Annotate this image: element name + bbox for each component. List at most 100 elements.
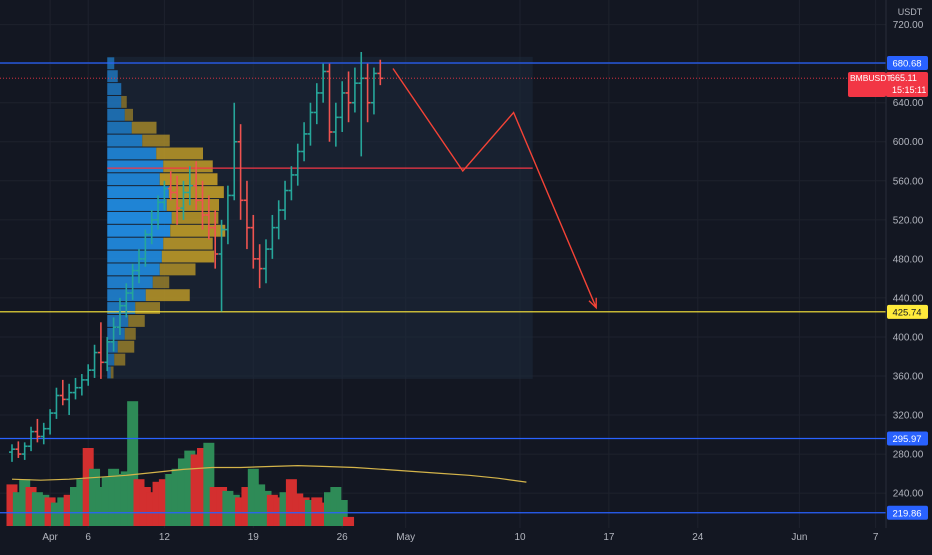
- volume-bar-up: [114, 474, 126, 526]
- time-axis[interactable]: [0, 528, 932, 550]
- volume-ma-line: [11, 464, 527, 483]
- profile-sell-bar: [124, 327, 136, 340]
- volume-bar-down: [139, 487, 151, 526]
- profile-sell-bar: [135, 302, 160, 314]
- profile-buy-bar: [107, 70, 118, 83]
- volume-bar-up: [108, 468, 120, 526]
- volume-bar-up: [89, 468, 101, 526]
- profile-sell-bar: [128, 314, 145, 327]
- price-tick-label: 400.00: [893, 332, 924, 343]
- profile-sell-bar: [166, 199, 219, 211]
- profile-sell-bar: [131, 121, 157, 134]
- bar-countdown: 15:15:11: [892, 85, 926, 95]
- profile-buy-bar: [107, 95, 122, 108]
- volume-bar-up: [12, 492, 24, 526]
- profile-buy-bar: [107, 186, 169, 199]
- price-tick-label: 720.00: [893, 20, 924, 31]
- volume-bar-down: [133, 479, 145, 526]
- profile-buy-bar: [107, 302, 136, 314]
- profile-sell-bar: [156, 147, 203, 160]
- level-tag-label: 425.74: [892, 307, 921, 318]
- currency-label: USDT: [898, 7, 923, 17]
- projection-drawing[interactable]: [392, 68, 597, 310]
- time-tick-label: 26: [337, 532, 349, 543]
- volume-bar-down: [146, 492, 158, 526]
- volume-bar-up: [70, 487, 81, 526]
- volume-bar-up: [101, 476, 113, 526]
- price-tick-label: 280.00: [893, 450, 924, 461]
- projection-path[interactable]: [392, 68, 597, 308]
- price-tick-label: 640.00: [893, 98, 924, 109]
- volume-bar-up: [260, 490, 272, 526]
- volume-bar-down: [197, 448, 208, 526]
- volume-bar-up: [127, 401, 139, 526]
- volume-bar-up: [203, 442, 215, 526]
- time-tick-label: 7: [873, 532, 879, 543]
- volume-bar-down: [292, 493, 304, 526]
- volume-bar-down: [317, 502, 329, 526]
- level-tag-bg: [887, 304, 928, 319]
- volume-bar-down: [311, 497, 323, 526]
- price-tick-label: 480.00: [893, 254, 924, 265]
- symbol-tag-bg: [848, 72, 886, 97]
- volume-bar-up: [254, 484, 266, 526]
- volume-bar-down: [216, 487, 228, 526]
- time-tick-label: May: [396, 532, 415, 543]
- profile-sell-bar: [163, 237, 213, 250]
- volume-bar-down: [82, 448, 94, 526]
- volume-bar-down: [25, 487, 37, 526]
- volume-histogram: [6, 401, 355, 526]
- level-tag-label: 219.86: [892, 508, 921, 519]
- time-tick-label: Apr: [42, 532, 58, 543]
- level-tag-label: 680.68: [892, 59, 921, 70]
- price-tick-label: 560.00: [893, 176, 924, 187]
- profile-sell-bar: [110, 366, 114, 379]
- price-tick-label: 320.00: [893, 411, 924, 422]
- profile-buy-bar: [107, 160, 164, 173]
- volume-bar-down: [190, 454, 202, 526]
- profile-sell-bar: [171, 211, 219, 224]
- price-tick-label: 520.00: [893, 215, 924, 226]
- volume-bar-up: [324, 492, 335, 526]
- volume-bar-down: [343, 516, 355, 526]
- volume-bar-up: [177, 458, 189, 526]
- volume-bar-down: [235, 497, 247, 526]
- volume-bar-up: [31, 492, 43, 526]
- profile-buy-bar: [107, 314, 129, 327]
- profile-buy-bar: [107, 147, 157, 160]
- profile-buy-bar: [107, 237, 164, 250]
- profile-sell-bar: [114, 353, 126, 366]
- volume-bar-up: [38, 494, 50, 526]
- profile-sell-bar: [142, 134, 170, 147]
- price-tick-label: 360.00: [893, 371, 924, 382]
- profile-sell-bar: [152, 276, 170, 289]
- volume-bar-up: [171, 468, 183, 526]
- volume-bar-up: [57, 497, 69, 526]
- profile-buy-bar: [107, 121, 132, 134]
- time-axis-labels: Apr 6 12 19 26 May 10 17 24 Jun 7: [42, 532, 879, 543]
- profile-buy-bar: [107, 353, 115, 366]
- profile-sell-bar: [159, 263, 196, 276]
- volume-bar-up: [120, 471, 132, 526]
- time-tick-label: Jun: [791, 532, 807, 543]
- volume-bar-up: [184, 450, 196, 526]
- volume-bar-up: [279, 492, 291, 526]
- profile-buy-bar: [107, 173, 160, 186]
- horizontal-levels[interactable]: [0, 62, 886, 514]
- profile-buy-bar: [107, 250, 162, 263]
- profile-sell-bar: [145, 289, 190, 302]
- price-candles: [9, 51, 384, 462]
- volume-bar-down: [209, 487, 221, 526]
- time-tick-label: 6: [85, 532, 91, 543]
- profile-buy-bar: [107, 366, 111, 379]
- projection-arrowhead: [588, 297, 597, 310]
- profile-buy-bar: [107, 211, 172, 224]
- volume-bar-up: [76, 479, 88, 526]
- volume-bar-up: [247, 468, 259, 526]
- profile-sell-bar: [121, 95, 127, 108]
- profile-buy-bar: [107, 327, 125, 340]
- time-tick-label: 17: [603, 532, 615, 543]
- profile-buy-bar: [107, 83, 122, 95]
